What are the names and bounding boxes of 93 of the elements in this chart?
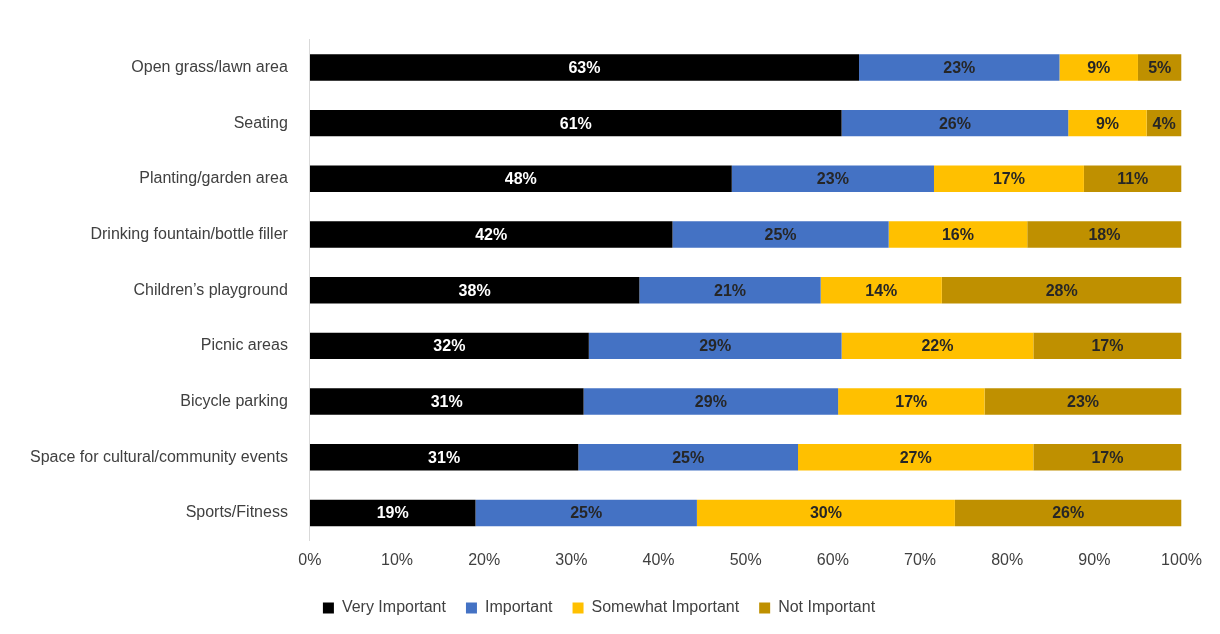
y-tick-label: Children’s playground	[133, 280, 288, 298]
data-label: 17%	[1091, 448, 1124, 466]
x-tick-label: 10%	[381, 550, 414, 568]
data-label: 18%	[1088, 225, 1121, 243]
bar	[933, 165, 1084, 193]
bar	[583, 388, 839, 415]
y-tick-label: Sports/Fitness	[185, 503, 288, 521]
data-label: 4%	[1152, 114, 1176, 132]
bar	[639, 276, 821, 304]
bar	[309, 499, 476, 527]
data-label: 31%	[428, 448, 461, 466]
bar	[798, 444, 1034, 471]
y-tick-label: Space for cultural/community events	[30, 447, 288, 465]
data-label: 5%	[1148, 58, 1172, 76]
bar	[731, 165, 934, 193]
legend-label: Somewhat Important	[591, 598, 740, 616]
bar	[1033, 332, 1182, 360]
x-tick-label: 0%	[298, 550, 322, 568]
y-tick-label: Planting/garden area	[139, 169, 288, 187]
bar	[841, 109, 1069, 137]
x-tick-label: 30%	[555, 550, 588, 568]
data-label: 14%	[865, 281, 898, 299]
data-label: 63%	[568, 58, 601, 76]
bar	[309, 109, 842, 137]
data-label: 25%	[570, 504, 603, 522]
x-tick-label: 40%	[642, 550, 675, 568]
bar	[859, 54, 1060, 81]
legend-label: Not Important	[778, 598, 876, 616]
bar	[578, 444, 799, 471]
bar	[1068, 109, 1147, 137]
bar	[309, 165, 732, 193]
data-label: 29%	[699, 337, 732, 355]
y-tick-label: Open grass/lawn area	[131, 57, 288, 75]
bar	[672, 221, 889, 248]
data-label: 30%	[809, 504, 842, 522]
data-label: 29%	[694, 392, 727, 410]
data-label: 23%	[943, 58, 976, 76]
data-label: 21%	[714, 281, 747, 299]
data-label: 32%	[433, 337, 466, 355]
data-label: 22%	[921, 337, 954, 355]
bar	[820, 276, 942, 304]
data-label: 61%	[559, 114, 592, 132]
bar	[309, 332, 589, 360]
data-label: 17%	[1091, 337, 1124, 355]
data-label: 25%	[764, 225, 797, 243]
x-tick-label: 50%	[729, 550, 762, 568]
data-label: 17%	[992, 170, 1025, 188]
data-label: 9%	[1087, 58, 1111, 76]
bar	[309, 54, 860, 81]
x-tick-label: 90%	[1078, 550, 1111, 568]
legend-label: Very Important	[341, 598, 447, 616]
data-label: 23%	[816, 170, 849, 188]
data-label: 19%	[376, 504, 409, 522]
x-tick-label: 80%	[991, 550, 1024, 568]
bar	[309, 388, 584, 415]
data-label: 16%	[941, 225, 974, 243]
bar	[309, 276, 640, 304]
bar	[1033, 444, 1182, 471]
data-label: 26%	[938, 114, 971, 132]
x-tick-label: 70%	[904, 550, 937, 568]
bar	[954, 499, 1182, 527]
data-label: 27%	[899, 448, 932, 466]
y-tick-label: Drinking fountain/bottle filler	[90, 224, 289, 242]
x-tick-label: 20%	[468, 550, 501, 568]
bar	[841, 332, 1034, 360]
bar	[838, 388, 985, 415]
bar	[984, 388, 1182, 415]
data-label: 38%	[458, 281, 491, 299]
bar	[309, 221, 673, 248]
bar	[475, 499, 697, 527]
bar	[941, 276, 1182, 304]
data-label: 23%	[1067, 392, 1100, 410]
bar	[696, 499, 955, 527]
y-tick-label: Bicycle parking	[180, 391, 288, 409]
data-label: 17%	[895, 392, 928, 410]
data-label: 42%	[475, 225, 508, 243]
bar	[309, 444, 579, 471]
bar	[1027, 221, 1182, 248]
legend-label: Important	[484, 598, 554, 616]
data-label: 26%	[1052, 504, 1085, 522]
bar	[888, 221, 1028, 248]
data-label: 48%	[504, 170, 537, 188]
bar	[588, 332, 842, 360]
data-label: 25%	[672, 448, 705, 466]
x-tick-label: 60%	[816, 550, 849, 568]
bar	[1059, 54, 1138, 81]
y-tick-label: Picnic areas	[200, 336, 288, 354]
y-tick-label: Seating	[233, 113, 288, 131]
data-label: 9%	[1095, 114, 1120, 132]
data-label: 11%	[1117, 170, 1149, 188]
x-tick-label: 100%	[1161, 550, 1202, 568]
data-label: 31%	[430, 392, 463, 410]
data-label: 28%	[1045, 281, 1078, 299]
